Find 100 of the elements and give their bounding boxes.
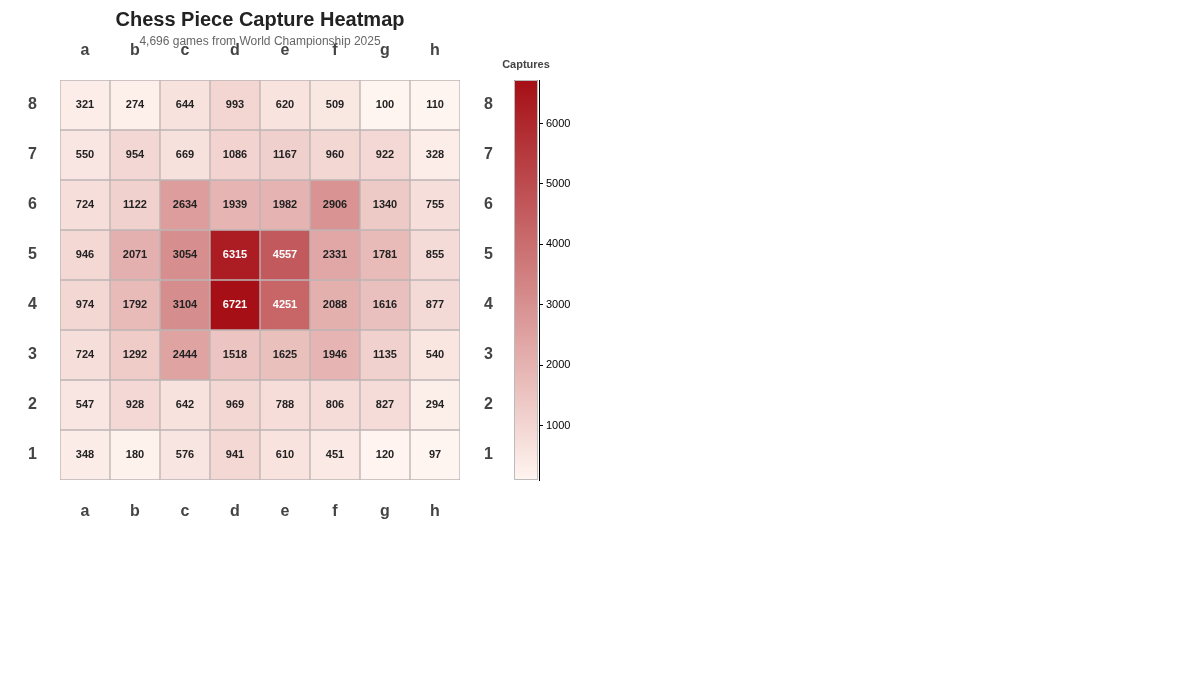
y-tick-label: 4	[28, 295, 38, 313]
y-tick-label: 8	[28, 95, 38, 113]
data-label: 644	[175, 98, 196, 111]
data-label: 827	[375, 398, 395, 411]
data-label: 3104	[172, 298, 199, 311]
category-label: c	[180, 502, 190, 520]
data-label: 969	[225, 398, 245, 411]
y2-tick-label: 8	[484, 95, 493, 113]
data-label: 294	[425, 398, 446, 411]
data-label: 4557	[272, 248, 298, 261]
x-tick-label: b	[130, 40, 141, 58]
data-label: 922	[375, 148, 395, 161]
data-label: 941	[225, 448, 245, 461]
x-tick-label: a	[80, 40, 90, 58]
data-label: 1792	[122, 298, 148, 311]
data-label: 724	[75, 348, 96, 361]
data-label: 855	[425, 248, 445, 261]
color-bar-label: 4000	[546, 237, 571, 250]
data-label: 2906	[322, 198, 348, 211]
y2-tick-label: 4	[484, 295, 493, 313]
category-label: e	[280, 502, 290, 520]
category-label: g	[380, 502, 390, 520]
y2-tick-label: 3	[484, 345, 493, 363]
data-label: 1625	[272, 348, 298, 361]
y-tick-label: 6	[28, 195, 38, 213]
data-label: 550	[75, 148, 95, 161]
color-bar-label: 1000	[546, 418, 571, 431]
data-label: 547	[75, 398, 95, 411]
data-label: 97	[428, 448, 442, 461]
data-label: 576	[175, 448, 195, 461]
data-label: 6721	[222, 298, 248, 311]
category-label: h	[430, 502, 440, 520]
x-tick-label: h	[430, 40, 440, 58]
category-label: f	[332, 502, 338, 520]
data-label: 2331	[322, 248, 348, 261]
data-label: 451	[325, 448, 345, 461]
color-bar-label: 5000	[546, 176, 571, 189]
color-bar-label: 3000	[546, 297, 571, 310]
data-label: 788	[275, 398, 295, 411]
y2-tick-label: 6	[484, 195, 493, 213]
data-label: 274	[125, 98, 146, 111]
data-label: 6315	[222, 248, 248, 261]
data-label: 1292	[122, 348, 148, 361]
y2-tick-label: 5	[484, 245, 493, 263]
data-label: 2444	[172, 348, 199, 361]
data-label: 1982	[272, 198, 298, 211]
y-tick-label: 2	[28, 395, 38, 413]
data-label: 960	[325, 148, 345, 161]
data-label: 974	[75, 298, 96, 311]
data-label: 540	[425, 348, 445, 361]
data-label: 993	[225, 98, 245, 111]
data-label: 1781	[372, 248, 398, 261]
data-label: 724	[75, 198, 96, 211]
data-label: 1122	[123, 198, 147, 211]
data-label: 1086	[222, 148, 248, 161]
data-label: 328	[425, 148, 445, 161]
data-label: 877	[425, 298, 445, 311]
y-tick-label: 1	[28, 445, 38, 463]
chart-title: Chess Piece Capture Heatmap	[114, 8, 406, 31]
data-label: 3054	[172, 248, 199, 261]
color-bar-label: 6000	[546, 116, 571, 129]
data-label: 954	[125, 148, 146, 161]
y-tick-label: 5	[28, 245, 38, 263]
data-label: 755	[425, 198, 445, 211]
data-label: 348	[75, 448, 95, 461]
data-label: 806	[325, 398, 345, 411]
data-label: 1135	[373, 348, 397, 361]
data-label: 4251	[272, 298, 298, 311]
data-label: 1167	[273, 148, 297, 161]
data-label: 1946	[322, 348, 348, 361]
data-label: 2634	[172, 198, 199, 211]
y-tick-label: 3	[28, 345, 38, 363]
data-label: 509	[325, 98, 345, 111]
data-label: 1939	[222, 198, 248, 211]
y2-tick-label: 7	[484, 145, 493, 163]
data-label: 928	[125, 398, 145, 411]
data-label: 100	[375, 98, 395, 111]
color-bar-label: 2000	[546, 358, 571, 371]
category-label: d	[230, 502, 240, 520]
data-label: 1340	[372, 198, 398, 211]
data-label: 180	[125, 448, 145, 461]
y-tick-label: 7	[28, 145, 38, 163]
category-label: a	[80, 502, 90, 520]
data-label: 2071	[122, 248, 148, 261]
data-label: 946	[75, 248, 95, 261]
data-label: 321	[75, 98, 95, 111]
y2-tick-label: 2	[484, 395, 493, 413]
data-label: 1518	[222, 348, 248, 361]
data-label: 610	[275, 448, 295, 461]
data-label: 120	[375, 448, 395, 461]
data-label: 110	[426, 98, 444, 111]
color-bar-title: Captures	[501, 58, 551, 71]
data-label: 2088	[322, 298, 348, 311]
y2-tick-label: 1	[484, 445, 493, 463]
data-label: 1616	[372, 298, 398, 311]
data-label: 642	[175, 398, 195, 411]
x-tick-label: g	[380, 40, 390, 58]
data-label: 669	[175, 148, 195, 161]
category-label: b	[130, 502, 140, 520]
data-label: 620	[275, 98, 295, 111]
